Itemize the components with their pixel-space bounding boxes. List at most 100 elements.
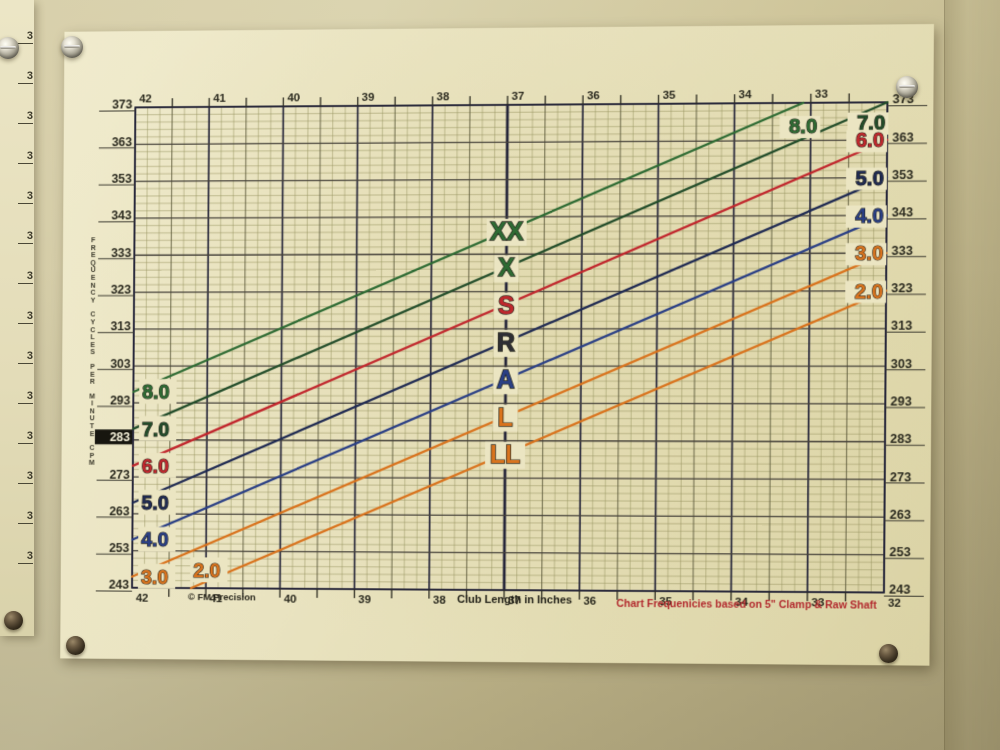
y-tick-label-left: 363	[112, 135, 133, 149]
grid-line-minor-v	[567, 104, 570, 590]
grid-line-minor-h	[133, 484, 885, 487]
x-tick-label-top: 41	[213, 93, 226, 105]
grid-line-minor-h	[135, 208, 887, 211]
y-tick-highlight-box	[94, 429, 133, 445]
y-tick-label-left: 253	[109, 541, 130, 555]
flex-letter-X: X	[498, 255, 515, 282]
y-tick-label-left: 243	[109, 578, 130, 592]
grid-line-minor-v	[528, 104, 533, 590]
y-tick-label-right: 253	[889, 545, 910, 559]
grid-line-minor-v	[478, 105, 483, 591]
flex-label-mask	[137, 563, 176, 589]
x-tick-label-bottom: 40	[284, 594, 297, 606]
grid-line-half-v	[392, 106, 395, 590]
y-axis-title-letter: C	[89, 445, 95, 453]
pin-top-left-icon	[61, 36, 83, 58]
flex-letter-mask	[486, 218, 527, 246]
y-axis-title-letter: C	[90, 311, 96, 319]
adjacent-chart-tick-digit: 3	[18, 430, 33, 444]
x-tick-label-top: 37	[512, 91, 525, 103]
y-tick-label-left: 353	[111, 172, 132, 186]
flex-label-mask	[138, 489, 176, 515]
flex-letter-R: R	[497, 330, 515, 357]
grid-line-minor-h	[132, 558, 884, 562]
y-tick-label-left: 263	[109, 504, 130, 518]
grid-line-minor-v	[756, 103, 759, 592]
flex-letter-mask	[485, 441, 525, 469]
grid-line-minor-v	[305, 106, 308, 589]
y-tick-label-right: 333	[891, 243, 912, 257]
y-axis-title-letter: N	[89, 408, 95, 416]
grid-line-minor-h	[132, 580, 884, 585]
flex-label-right-7.0: 7.0	[857, 112, 885, 135]
grid-line-minor-v	[454, 105, 459, 591]
y-tick-label-left: 293	[110, 393, 131, 407]
frequency-chart-paper: 42 41 40 39 38 37 36 35 34 33 42 41 40 39 38 37 36 35 34 33…	[60, 24, 934, 666]
grid-line-minor-v	[417, 105, 420, 589]
grid-line-minor-v	[680, 104, 683, 592]
grid-line-minor-h	[133, 396, 885, 397]
y-axis-title-letter: R	[89, 378, 95, 386]
y-axis-title-letter: N	[90, 282, 96, 290]
flex-label-mask	[846, 129, 888, 153]
x-tick-label-top: 34	[739, 89, 753, 101]
y-tick-label-left: 273	[109, 467, 130, 481]
grid-line-minor-h	[135, 132, 887, 137]
grid-line-minor-v	[605, 104, 608, 591]
flex-label-mask	[190, 557, 228, 583]
flex-label-right-8.0: 8.0	[789, 116, 817, 139]
y-axis-title-letter: M	[89, 393, 96, 401]
grid-line-minor-v	[292, 106, 295, 588]
y-axis-title-letter: P	[89, 452, 95, 460]
y-tick-label-right: 243	[889, 583, 910, 597]
y-axis-title-letter: Y	[90, 297, 96, 305]
y-tick-label-right: 313	[891, 319, 912, 333]
grid-line-minor-h	[135, 117, 887, 122]
y-tick-label-right: 273	[890, 470, 911, 484]
x-tick-label-top: 33	[815, 88, 828, 100]
grid-line-minor-h	[132, 536, 884, 540]
flex-letter-A: A	[496, 367, 514, 394]
grid-line-minor-v	[255, 107, 258, 589]
grid-line-minor-v	[491, 104, 496, 590]
grid-line-major-h	[132, 551, 884, 555]
grid-line-minor-h	[132, 521, 884, 524]
flex-label-mask	[779, 115, 821, 139]
y-axis-title-letter: U	[90, 267, 96, 275]
y-tick-label-right: 323	[891, 281, 912, 295]
y-tick-label-right: 363	[892, 130, 913, 144]
flex-label-mask	[138, 415, 177, 441]
pin-bottom-right-icon	[878, 643, 898, 663]
y-axis-title-letter: I	[91, 400, 94, 408]
pin-strip-bottom-icon	[3, 610, 23, 630]
y-tick-label-right: 343	[892, 206, 913, 220]
flex-label-left-7.0: 7.0	[142, 419, 169, 441]
flex-label-mask	[847, 112, 889, 135]
grid-line-minor-v	[706, 103, 709, 591]
grid-line-minor-h	[133, 469, 885, 471]
y-tick-label-left: 303	[110, 357, 131, 371]
copyright-text: © FM Precision	[187, 592, 256, 604]
grid-line-major-h	[135, 178, 887, 182]
y-axis-title-letter: U	[89, 415, 95, 423]
grid-line-major-h	[133, 477, 885, 480]
grid-line-minor-v	[744, 103, 747, 591]
flex-letter-LL: LL	[490, 442, 521, 469]
y-axis-title-letter: Y	[90, 319, 96, 327]
flex-letter-mask	[493, 254, 519, 283]
grid-line-minor-h	[133, 506, 885, 509]
x-tick-label-top: 38	[436, 91, 449, 103]
flex-letter-mask	[492, 366, 518, 395]
grid-line-half-v	[617, 104, 620, 591]
y-axis-title-letter: C	[90, 289, 96, 297]
y-tick-label-left: 313	[110, 320, 131, 334]
y-tick-label-left: 343	[111, 209, 132, 223]
adjacent-chart-tick-digit: 3	[18, 110, 33, 124]
grid-line-minor-h	[134, 321, 886, 322]
pin-bottom-left-icon	[65, 635, 85, 655]
x-tick-label-top: 39	[362, 92, 375, 104]
x-axis-title: Club Length in Inches	[457, 593, 573, 607]
